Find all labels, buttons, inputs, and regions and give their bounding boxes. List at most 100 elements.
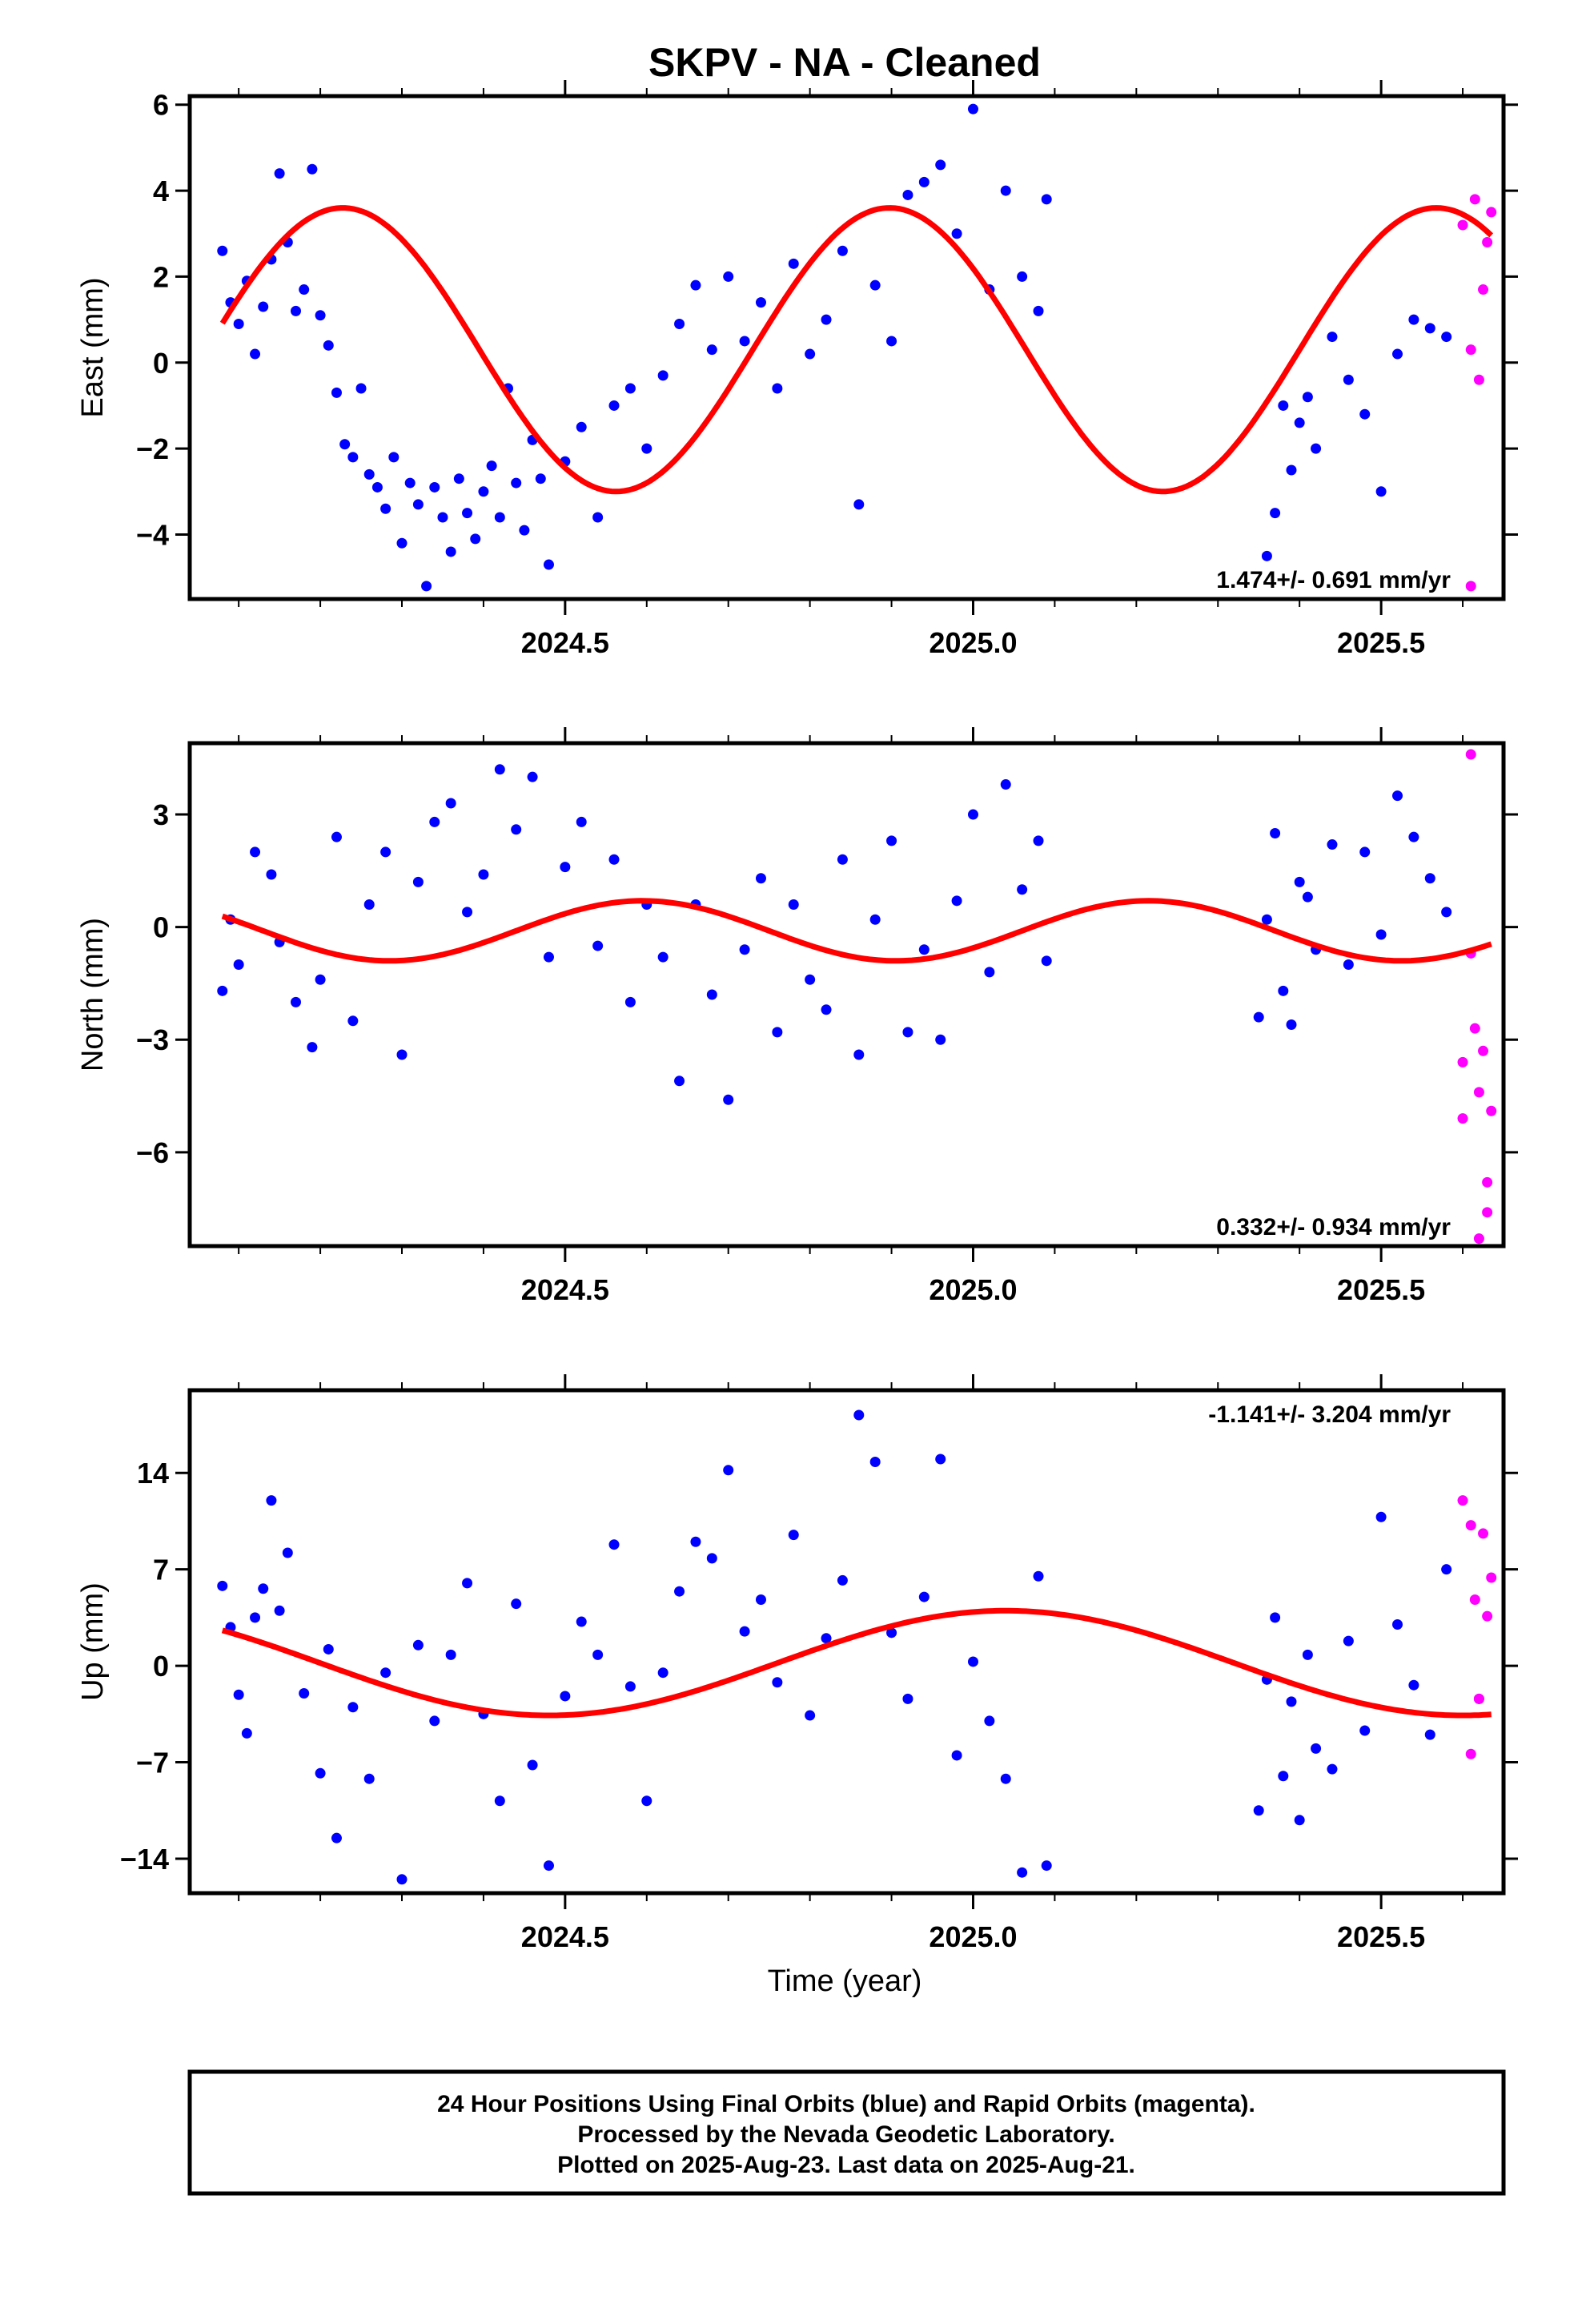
final-orbit-point (315, 1767, 326, 1779)
final-orbit-point (1253, 1805, 1264, 1816)
final-orbit-point (421, 581, 432, 592)
rapid-orbit-point (1473, 1693, 1484, 1704)
final-orbit-point (323, 1643, 334, 1655)
final-orbit-point (250, 846, 261, 858)
final-orbit-point (1311, 443, 1322, 454)
final-orbit-point (1375, 1511, 1387, 1522)
final-orbit-point (805, 348, 816, 360)
final-orbit-point (1408, 1679, 1419, 1691)
rapid-orbit-point (1473, 374, 1484, 385)
final-orbit-point (274, 1605, 285, 1616)
final-orbit-point (576, 421, 587, 432)
final-orbit-point (1359, 1725, 1371, 1736)
final-orbit-point (217, 245, 228, 256)
final-orbit-point (1408, 314, 1419, 325)
final-orbit-point (412, 876, 424, 887)
final-orbit-point (363, 899, 375, 911)
final-orbit-point (837, 1574, 848, 1586)
final-orbit-point (723, 1094, 734, 1105)
final-orbit-point (470, 533, 481, 545)
final-orbit-point (445, 1649, 456, 1660)
rapid-orbit-point (1486, 207, 1497, 218)
final-orbit-point (1359, 408, 1371, 420)
rapid-orbit-point (1482, 1207, 1493, 1218)
final-orbit-point (233, 318, 244, 329)
final-orbit-point (511, 824, 522, 835)
final-orbit-point (772, 383, 783, 394)
velocity-rate-label: -1.141+/- 3.204 mm/yr (1208, 1401, 1451, 1428)
final-orbit-point (1327, 1763, 1338, 1775)
rapid-orbit-point (1469, 1594, 1480, 1606)
final-orbit-point (837, 245, 848, 256)
final-orbit-point (1375, 929, 1387, 940)
final-orbit-point (217, 1580, 228, 1591)
y-tick-label: −3 (136, 1023, 169, 1056)
final-orbit-point (821, 1633, 832, 1644)
final-orbit-point (755, 873, 766, 884)
final-orbit-point (984, 967, 995, 978)
final-orbit-point (608, 400, 620, 411)
final-orbit-point (241, 1727, 252, 1739)
final-orbit-point (674, 1586, 685, 1597)
final-orbit-point (886, 835, 897, 846)
final-orbit-point (723, 271, 734, 282)
final-orbit-point (1000, 185, 1011, 196)
final-orbit-point (1441, 332, 1452, 343)
rapid-orbit-point (1465, 344, 1476, 356)
final-orbit-point (355, 383, 367, 394)
final-orbit-point (608, 854, 620, 865)
final-orbit-point (1017, 884, 1028, 895)
final-orbit-point (347, 452, 359, 463)
final-orbit-point (250, 1612, 261, 1623)
final-orbit-point (560, 1691, 571, 1702)
final-orbit-point (788, 899, 799, 911)
final-orbit-point (918, 1591, 930, 1602)
rapid-orbit-point (1473, 1087, 1484, 1098)
y-tick-label: 0 (153, 1650, 169, 1683)
final-orbit-point (788, 1530, 799, 1541)
final-orbit-point (674, 1076, 685, 1087)
final-orbit-point (266, 869, 277, 880)
final-orbit-point (657, 370, 669, 381)
y-tick-label: 3 (153, 798, 169, 831)
final-orbit-point (739, 944, 750, 955)
final-orbit-point (592, 512, 604, 523)
velocity-rate-label: 0.332+/- 0.934 mm/yr (1216, 1214, 1451, 1240)
final-orbit-point (624, 996, 636, 1007)
final-orbit-point (560, 862, 571, 873)
final-orbit-point (1391, 1618, 1403, 1630)
final-orbit-point (1302, 891, 1313, 903)
final-orbit-point (886, 1627, 897, 1638)
y-tick-label: −7 (136, 1747, 169, 1779)
final-orbit-point (902, 1027, 913, 1038)
final-orbit-point (363, 468, 375, 480)
final-orbit-point (307, 1042, 318, 1053)
y-axis-label: East (mm) (76, 277, 110, 417)
final-orbit-point (576, 1616, 587, 1627)
chart-title: SKPV - NA - Cleaned (648, 40, 1041, 85)
final-orbit-point (1424, 1729, 1435, 1740)
final-orbit-point (805, 1710, 816, 1721)
velocity-rate-label: 1.474+/- 0.691 mm/yr (1216, 567, 1451, 593)
final-orbit-point (429, 481, 440, 493)
final-orbit-point (412, 1639, 424, 1651)
final-orbit-point (371, 481, 383, 493)
final-orbit-point (445, 798, 456, 809)
final-orbit-point (805, 974, 816, 985)
rapid-orbit-point (1465, 581, 1476, 592)
x-tick-label: 2025.5 (1337, 1920, 1425, 1953)
final-orbit-point (1270, 508, 1281, 519)
final-orbit-point (315, 310, 326, 321)
final-orbit-point (576, 816, 587, 827)
final-orbit-point (902, 1693, 913, 1704)
final-orbit-point (886, 336, 897, 347)
final-orbit-point (755, 297, 766, 308)
x-tick-label: 2025.0 (929, 1273, 1017, 1306)
final-orbit-point (1424, 323, 1435, 334)
final-orbit-point (1311, 1743, 1322, 1754)
final-orbit-point (706, 989, 717, 1000)
final-orbit-point (1302, 1649, 1313, 1660)
y-tick-label: 0 (153, 347, 169, 380)
final-orbit-point (494, 1795, 505, 1807)
